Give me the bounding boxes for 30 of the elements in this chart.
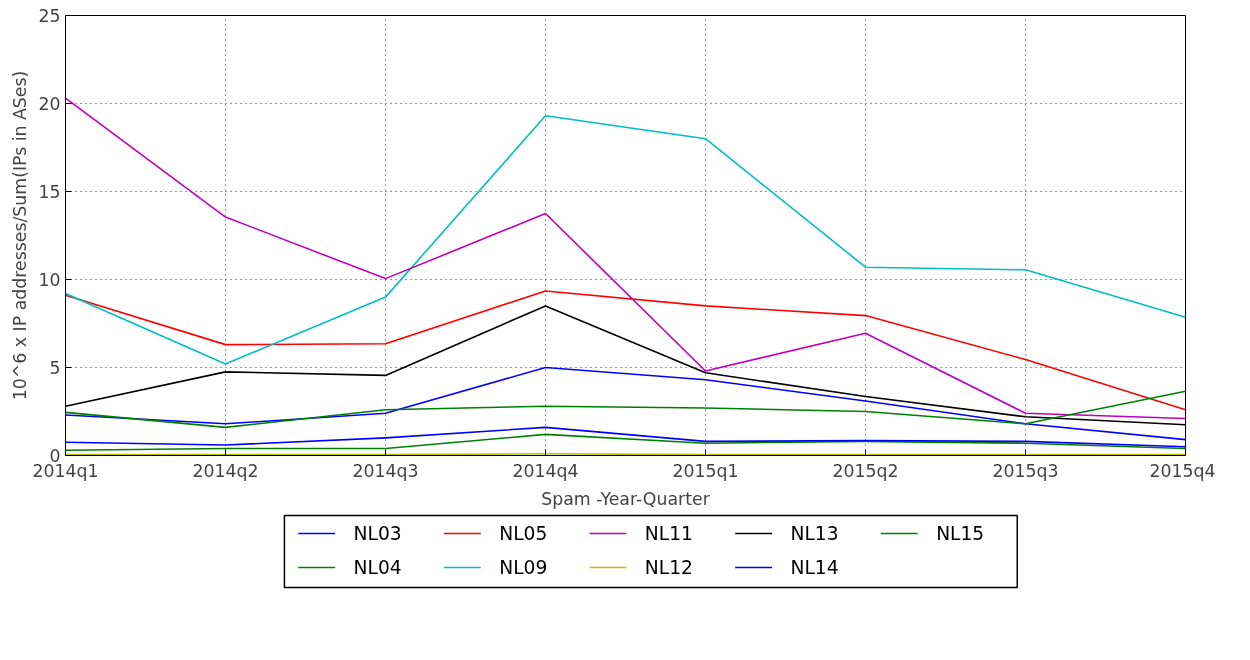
legend-label: NL03	[353, 523, 402, 544]
y-tick-label: 20	[38, 94, 61, 114]
y-tick-label: 5	[49, 358, 61, 378]
x-tick-label: 2014q4	[512, 460, 579, 481]
legend-label: NL14	[790, 557, 839, 578]
x-tick-label: 2015q3	[992, 460, 1059, 481]
x-axis-title: Spam -Year-Quarter	[541, 488, 711, 509]
y-tick-label: 15	[38, 182, 61, 202]
legend-label: NL12	[644, 557, 693, 578]
x-tick-label: 2015q1	[672, 460, 739, 481]
legend-label: NL13	[790, 523, 839, 544]
line-series	[65, 433, 1186, 452]
line-series	[65, 290, 1186, 411]
line-series	[65, 115, 1186, 365]
x-tick-label: 2014q2	[192, 460, 259, 481]
line-series	[65, 97, 1186, 420]
y-tick-label: 10	[38, 270, 61, 290]
x-tick-label: 2015q2	[832, 460, 899, 481]
line-series	[65, 366, 1186, 441]
y-tick-label: 25	[38, 6, 61, 26]
legend-label: NL15	[936, 523, 985, 544]
line-series	[65, 426, 1186, 448]
legend-label: NL09	[499, 557, 548, 578]
legend-label: NL11	[644, 523, 693, 544]
x-tick-label: 2015q4	[1149, 460, 1216, 481]
legend-label: NL04	[353, 557, 402, 578]
y-axis-title: 10^6 x IP addresses/Sum(IPs in ASes)	[10, 70, 31, 401]
x-tick-label: 2014q3	[352, 460, 419, 481]
legend-label: NL05	[499, 523, 548, 544]
line-series	[65, 390, 1186, 429]
